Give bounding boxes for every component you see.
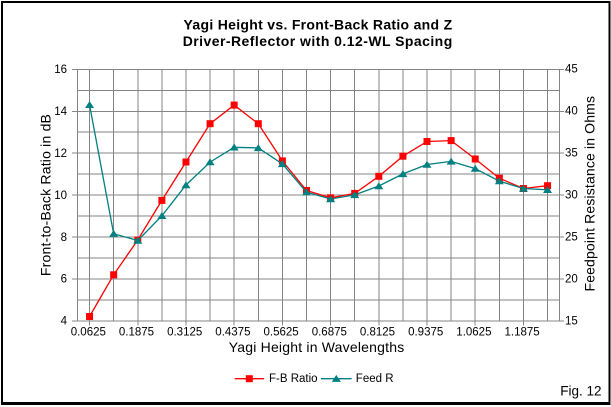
- svg-text:0.6875: 0.6875: [312, 327, 347, 339]
- svg-text:16: 16: [54, 64, 67, 76]
- svg-text:0.4375: 0.4375: [215, 327, 250, 339]
- svg-text:8: 8: [61, 232, 67, 244]
- svg-text:0.0625: 0.0625: [71, 327, 106, 339]
- svg-text:1.0625: 1.0625: [456, 327, 491, 339]
- svg-text:Fig. 12: Fig. 12: [560, 383, 601, 398]
- svg-text:0.8125: 0.8125: [360, 327, 395, 339]
- svg-text:20: 20: [565, 273, 578, 285]
- svg-text:15: 15: [565, 315, 578, 327]
- svg-text:F-B Ratio: F-B Ratio: [269, 373, 318, 385]
- svg-text:14: 14: [54, 106, 67, 118]
- svg-text:40: 40: [565, 106, 578, 118]
- svg-text:6: 6: [61, 274, 67, 286]
- svg-text:Feed R: Feed R: [356, 373, 394, 385]
- svg-text:Driver-Reflector with 0.12-WL: Driver-Reflector with 0.12-WL Spacing: [183, 33, 453, 49]
- svg-text:0.3125: 0.3125: [167, 327, 202, 339]
- svg-text:Front-to-Back Ratio in dB: Front-to-Back Ratio in dB: [38, 114, 54, 276]
- svg-text:0.9375: 0.9375: [408, 327, 443, 339]
- svg-text:35: 35: [565, 148, 578, 160]
- svg-text:Feedpoint Resistance in Ohms: Feedpoint Resistance in Ohms: [582, 96, 598, 292]
- svg-text:Yagi Height vs. Front-Back Rat: Yagi Height vs. Front-Back Ratio and Z: [184, 17, 453, 33]
- svg-text:12: 12: [54, 148, 67, 160]
- svg-text:1.1875: 1.1875: [505, 327, 540, 339]
- svg-text:Yagi Height in Wavelengths: Yagi Height in Wavelengths: [229, 339, 405, 355]
- svg-text:25: 25: [565, 232, 578, 244]
- svg-text:10: 10: [54, 190, 67, 202]
- svg-text:0.5625: 0.5625: [264, 327, 299, 339]
- svg-text:30: 30: [565, 190, 578, 202]
- svg-text:4: 4: [61, 316, 68, 328]
- svg-text:0.1875: 0.1875: [119, 327, 154, 339]
- svg-text:45: 45: [565, 64, 578, 76]
